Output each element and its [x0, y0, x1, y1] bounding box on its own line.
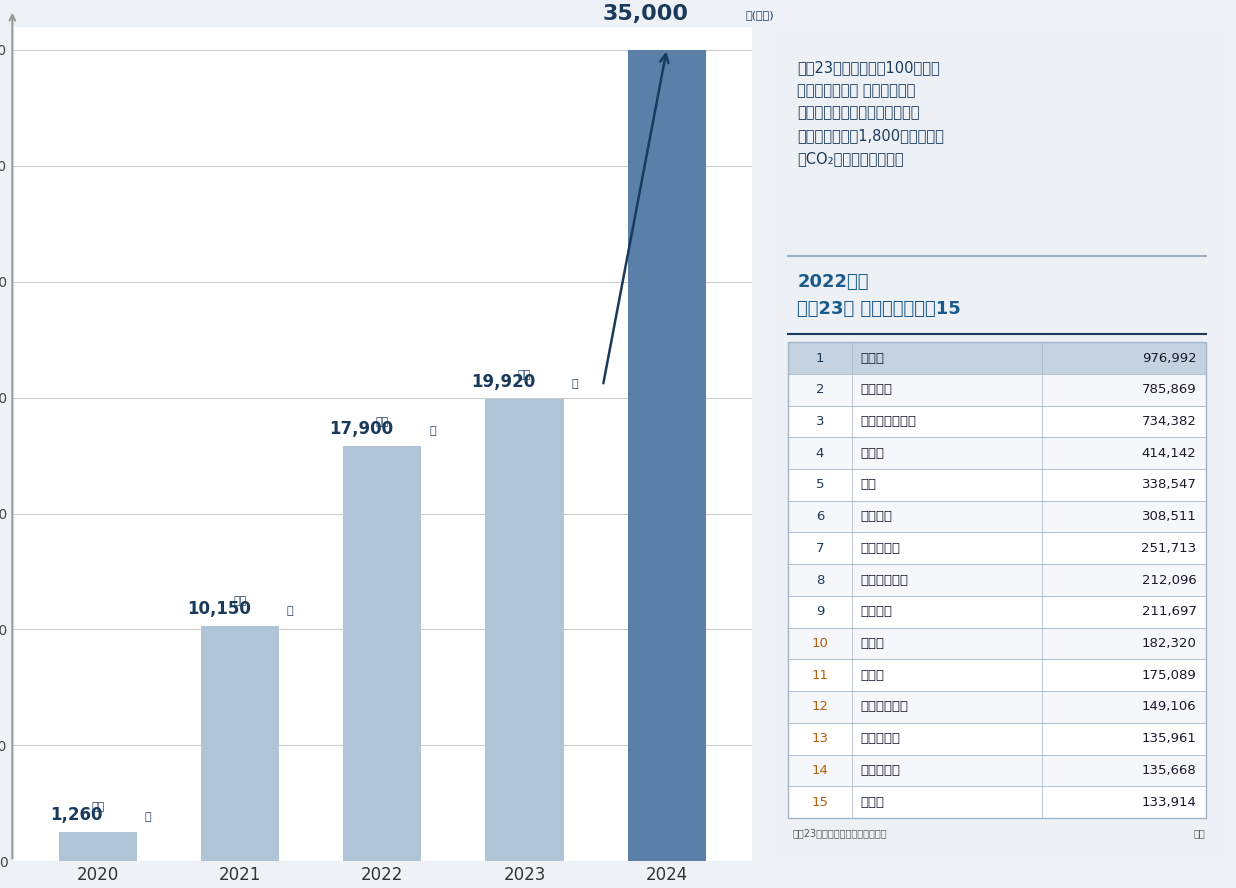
Bar: [789, 564, 1205, 596]
Text: 衣装箱: 衣装箱: [860, 447, 885, 460]
Text: 133,914: 133,914: [1142, 796, 1196, 809]
Text: 電気掃除機: 電気掃除機: [860, 542, 901, 555]
Bar: [789, 342, 1205, 374]
Text: 自転車: 自転車: [860, 637, 885, 650]
Text: 敷物: 敷物: [860, 479, 876, 491]
Bar: [789, 691, 1205, 723]
Text: 東京23区 粗大ごみトップ15: 東京23区 粗大ごみトップ15: [797, 300, 962, 319]
Text: 9: 9: [816, 606, 824, 618]
Text: 年間: 年間: [376, 416, 389, 426]
Bar: [789, 596, 1205, 628]
Text: 10: 10: [812, 637, 828, 650]
Text: 東京23区清掃一部事務組合　調べ: 東京23区清掃一部事務組合 調べ: [792, 828, 887, 838]
Bar: [58, 832, 137, 861]
Text: 個数: 個数: [1194, 828, 1205, 838]
Bar: [789, 628, 1205, 660]
Text: 135,668: 135,668: [1142, 764, 1196, 777]
Text: 13: 13: [812, 733, 828, 745]
Bar: [789, 755, 1205, 786]
Text: 785,869: 785,869: [1142, 384, 1196, 396]
Text: ふとん: ふとん: [860, 352, 885, 364]
Text: 照明器具: 照明器具: [860, 606, 892, 618]
Text: 4: 4: [816, 447, 824, 460]
Bar: [789, 660, 1205, 691]
Text: 15: 15: [812, 796, 828, 809]
Text: 12: 12: [812, 701, 828, 713]
Text: 14: 14: [812, 764, 828, 777]
Text: 椅子・ソファー: 椅子・ソファー: [860, 415, 917, 428]
Text: 182,320: 182,320: [1142, 637, 1196, 650]
Text: 6: 6: [816, 510, 824, 523]
Text: 976,992: 976,992: [1142, 352, 1196, 364]
Text: 11: 11: [812, 669, 828, 682]
Bar: [789, 501, 1205, 533]
Text: 枚: 枚: [145, 812, 151, 821]
Text: 枚(見込): 枚(見込): [745, 10, 774, 20]
Text: 5: 5: [816, 479, 824, 491]
Text: 10,150: 10,150: [187, 600, 251, 618]
Text: マットレス: マットレス: [860, 764, 901, 777]
Bar: [789, 374, 1205, 406]
Text: 414,142: 414,142: [1142, 447, 1196, 460]
Bar: [201, 626, 279, 861]
Bar: [789, 533, 1205, 564]
Text: 251,713: 251,713: [1141, 542, 1196, 555]
Bar: [344, 447, 421, 861]
Text: 175,089: 175,089: [1142, 669, 1196, 682]
Text: 年間: 年間: [234, 597, 247, 607]
Bar: [789, 469, 1205, 501]
Text: 8: 8: [816, 574, 824, 587]
Text: 枚: 枚: [429, 426, 436, 436]
Text: スーツケース: スーツケース: [860, 574, 908, 587]
Text: 35,000: 35,000: [602, 4, 688, 24]
Bar: [789, 437, 1205, 469]
Text: 7: 7: [816, 542, 824, 555]
Text: 135,961: 135,961: [1142, 733, 1196, 745]
Text: 3: 3: [816, 415, 824, 428]
Text: 17,900: 17,900: [329, 420, 393, 438]
Bar: [486, 400, 564, 861]
Text: 19,920: 19,920: [471, 373, 535, 392]
Text: 149,106: 149,106: [1142, 701, 1196, 713]
Text: 年間: 年間: [91, 803, 104, 813]
Text: 扇風機: 扇風機: [860, 669, 885, 682]
Text: 338,547: 338,547: [1142, 479, 1196, 491]
Bar: [789, 786, 1205, 818]
Bar: [789, 342, 1205, 818]
Text: 枚: 枚: [571, 379, 578, 389]
Bar: [789, 723, 1205, 755]
Text: 2: 2: [816, 384, 824, 396]
Text: 308,511: 308,511: [1142, 510, 1196, 523]
Bar: [789, 406, 1205, 437]
Text: ベッドマット: ベッドマット: [860, 701, 908, 713]
Text: 枚: 枚: [287, 606, 294, 615]
Text: 1: 1: [816, 352, 824, 364]
Text: 734,382: 734,382: [1142, 415, 1196, 428]
Text: 2022年度: 2022年度: [797, 273, 869, 291]
Text: 箱物家具: 箱物家具: [860, 384, 892, 396]
Bar: [628, 50, 706, 861]
Text: 座椅子: 座椅子: [860, 796, 885, 809]
Text: 電子レンジ: 電子レンジ: [860, 733, 901, 745]
Text: 1,260: 1,260: [51, 806, 103, 824]
Text: 年間: 年間: [518, 369, 531, 380]
Text: テーブル: テーブル: [860, 510, 892, 523]
Text: 212,096: 212,096: [1142, 574, 1196, 587]
Text: 東京23区では年間約100万枚の
ふとんが廃棄償 却処分されて
います。仮にすべてが羽毛ふと
んとした場合、1,800トン以上も
のCO₂が排出されます。: 東京23区では年間約100万枚の ふとんが廃棄償 却処分されて います。仮にすべ…: [797, 60, 944, 166]
Text: 211,697: 211,697: [1142, 606, 1196, 618]
